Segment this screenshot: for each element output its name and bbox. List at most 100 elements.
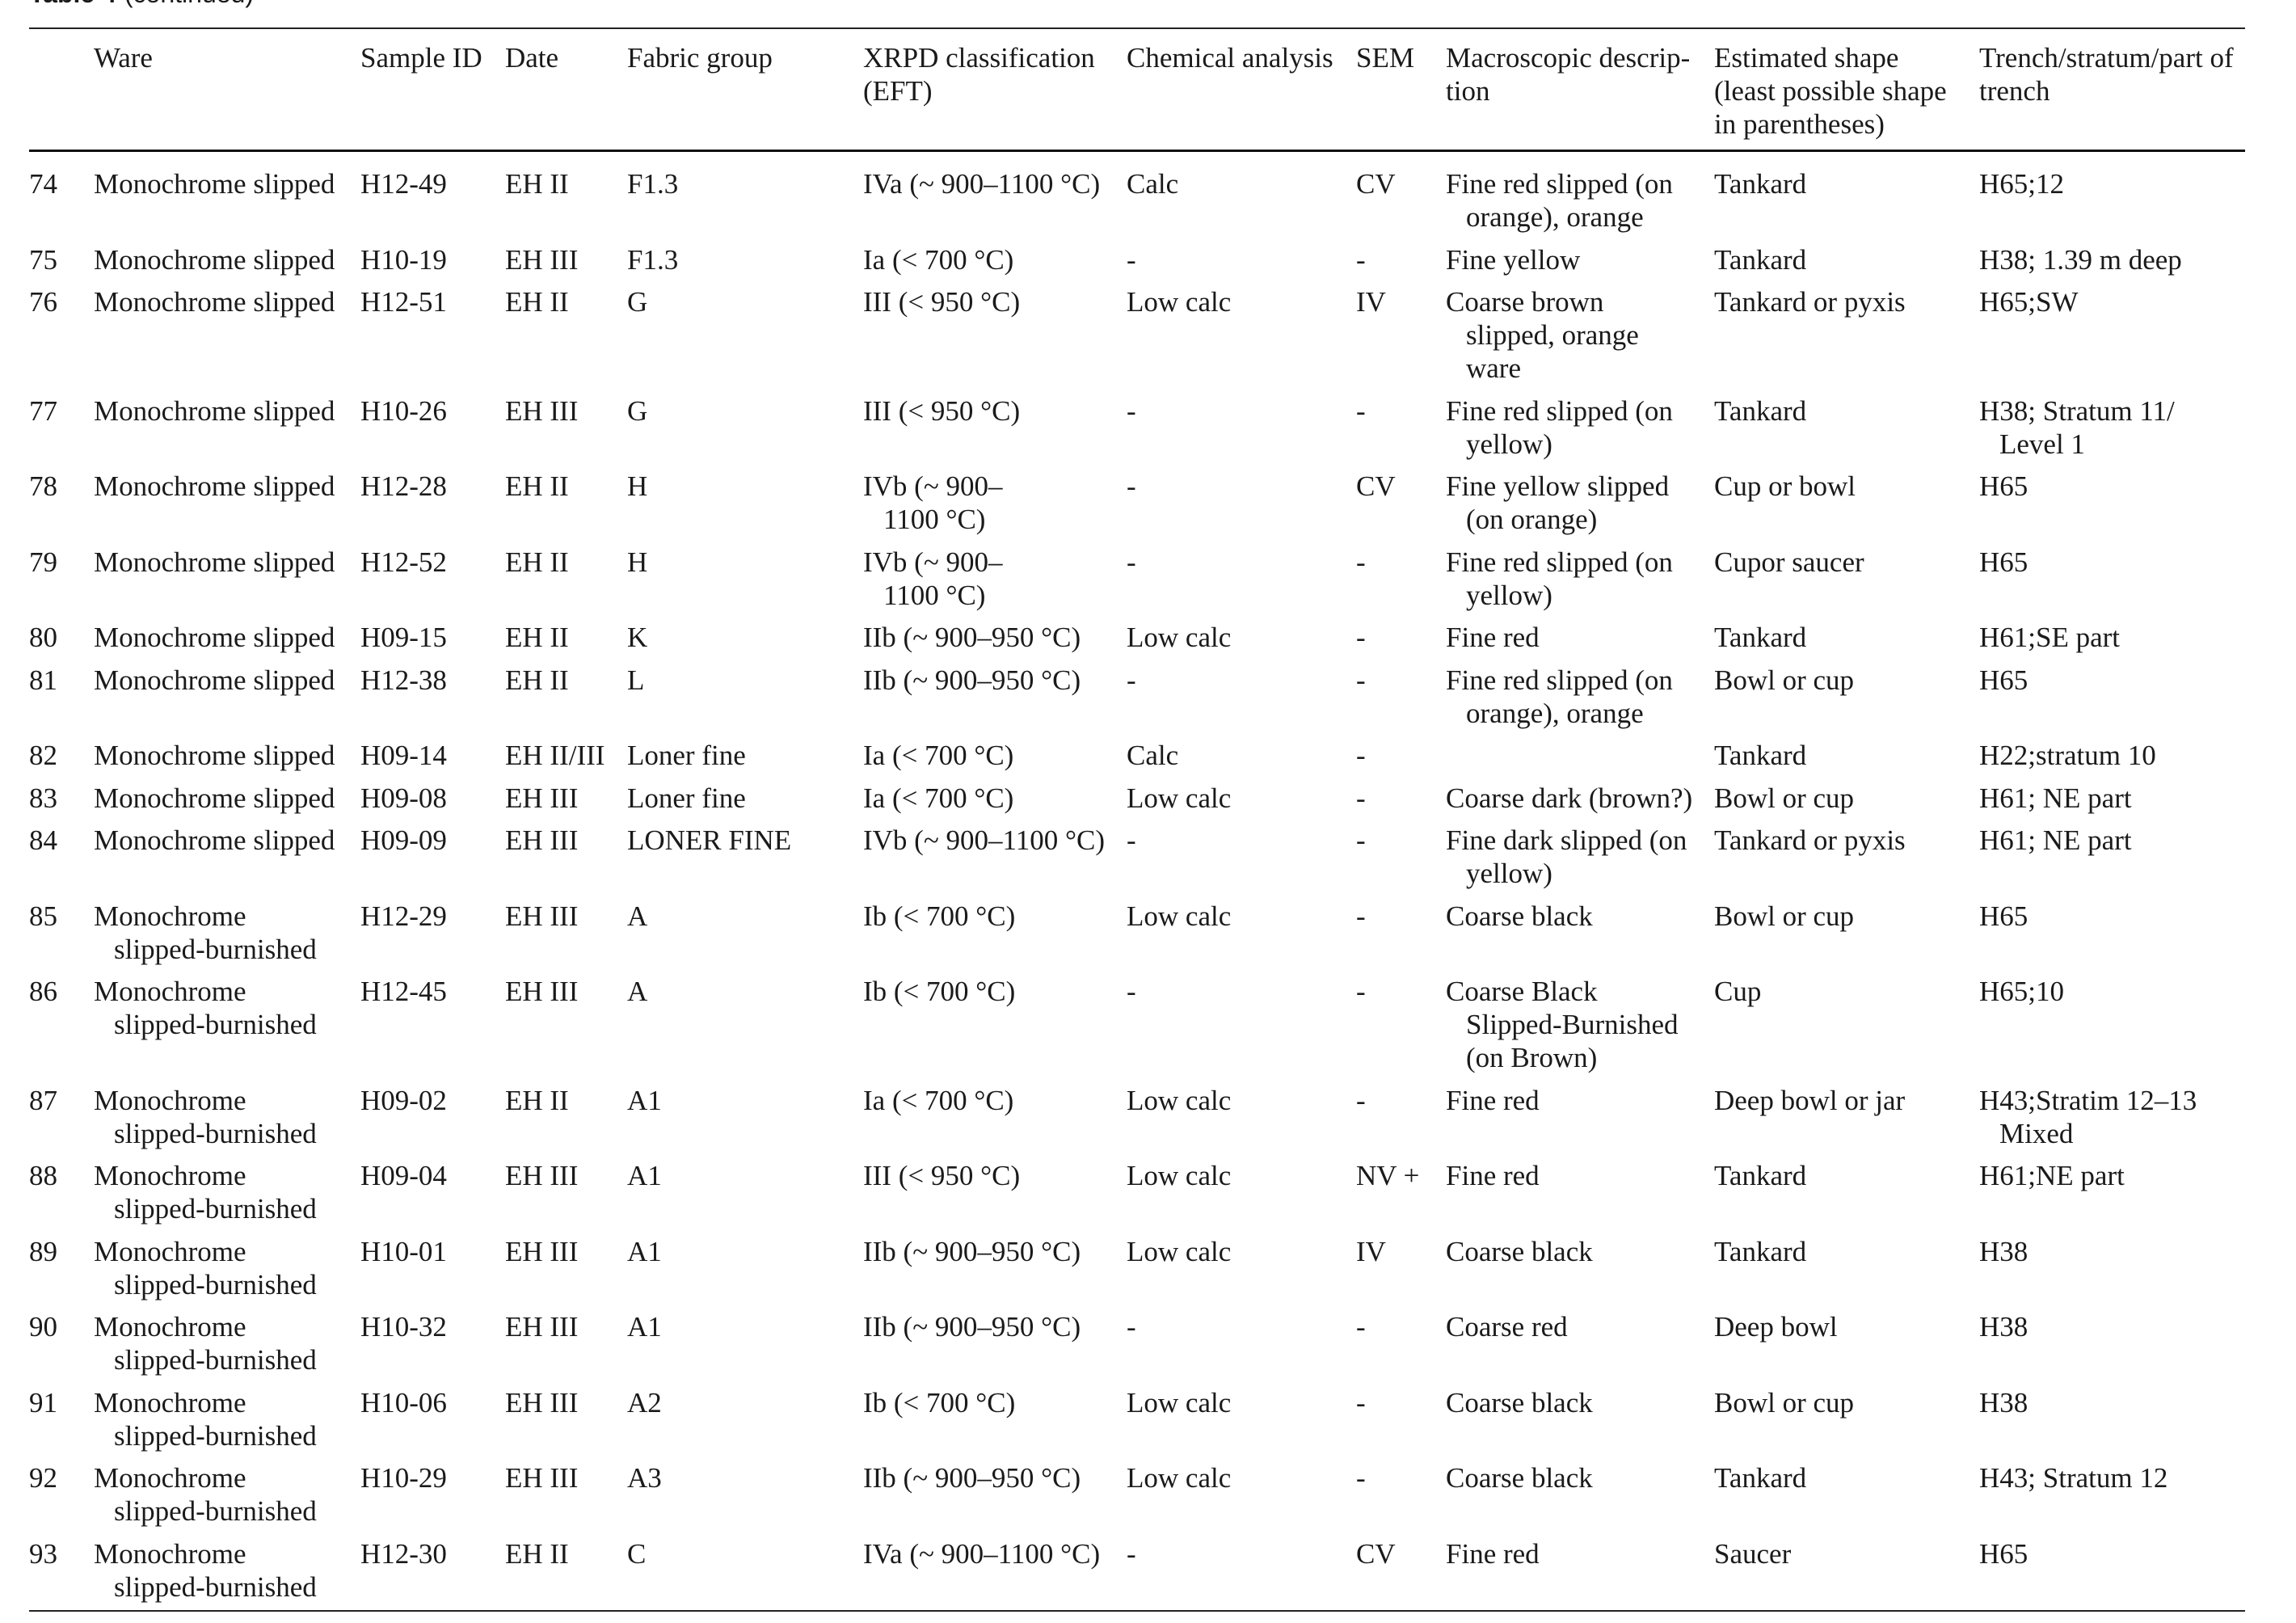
cell-line: Monochrome slipped (94, 740, 335, 771)
table-cell: - (1356, 664, 1446, 740)
cell-line: Coarse Black (1446, 976, 1598, 1007)
cell-line: - (1356, 622, 1366, 653)
table-cell: - (1356, 621, 1446, 664)
cell-line: Fabric group (627, 42, 773, 74)
cell-line: EH III (505, 1311, 579, 1343)
cell-line: Monochrome slipped (94, 470, 335, 502)
cell-line: EH III (505, 976, 579, 1007)
table-cell: Fine red (1446, 1159, 1714, 1235)
cell-line: H38; 1.39 m deep (1979, 243, 2182, 276)
table-cell: Coarse black (1446, 1235, 1714, 1311)
table-cell: H22;stratum 10 (1979, 739, 2245, 782)
cell-line: 76 (29, 286, 57, 318)
cell-line: H22;stratum 10 (1979, 740, 2156, 771)
cell-line: IVb (~ 900– (863, 546, 1003, 578)
cell-line: EH II (505, 1537, 569, 1570)
table-cell: Cupor saucer (1714, 546, 1979, 622)
table-cell: H12-51 (360, 285, 505, 394)
table-cell: - (1356, 1386, 1446, 1462)
cell-line: A2 (627, 1386, 662, 1419)
header-cell: Chemical analysis (1127, 28, 1356, 151)
cell-line: EH III (505, 1160, 579, 1191)
table-cell: IIb (~ 900–950 °C) (863, 1310, 1127, 1386)
table-cell: A1 (627, 1159, 863, 1235)
table-cell: 85 (29, 900, 94, 976)
cell-line: 78 (29, 470, 57, 502)
cell-line: Ia (< 700 °C) (863, 740, 1014, 771)
cell-line: Fine red (1446, 1160, 1540, 1191)
table-cell: A2 (627, 1386, 863, 1462)
cell-line: EH III (505, 1462, 579, 1494)
table-cell: H43;Stratim 12–13 Mixed (1979, 1084, 2245, 1160)
table-cell: 87 (29, 1084, 94, 1160)
table-cell: 89 (29, 1235, 94, 1311)
table-cell: - (1356, 1461, 1446, 1537)
table-cell: G (627, 394, 863, 470)
table-cell: Deep bowl or jar (1714, 1084, 1979, 1160)
table-cell: IVb (~ 900–1100 °C) (863, 470, 1127, 546)
table-cell: H65;12 (1979, 151, 2245, 243)
table-cell: EH II (505, 546, 627, 622)
cell-line: 88 (29, 1160, 57, 1191)
cell-line: H12-30 (360, 1537, 447, 1570)
cell-line: Monochrome (94, 976, 246, 1007)
table-cell: EH III (505, 394, 627, 470)
table-cell: EH III (505, 782, 627, 824)
table-cell: H10-06 (360, 1386, 505, 1462)
cell-line: IIb (~ 900–950 °C) (863, 1235, 1081, 1267)
table-cell: EH II (505, 664, 627, 740)
table-cell: H09-04 (360, 1159, 505, 1235)
header-cell: SEM (1356, 28, 1446, 151)
table-row: 92 Monochrome slipped-burnished H10-29 EH II… (29, 1461, 2245, 1537)
cell-line: Fine red (1446, 622, 1540, 653)
table-cell: - (1127, 1537, 1356, 1611)
table-cell: Low calc (1127, 1235, 1356, 1311)
caption-label: Table 4 (29, 0, 116, 8)
cell-line: H12-51 (360, 286, 447, 318)
header-cell: Trench/stratum/part of trench (1979, 28, 2245, 151)
table-cell: H38 (1979, 1386, 2245, 1462)
table-cell: 90 (29, 1310, 94, 1386)
cell-line: EH II (505, 664, 569, 696)
cell-line: H65;10 (1979, 976, 2064, 1007)
table-cell: Tankard (1714, 394, 1979, 470)
table-cell: H10-01 (360, 1235, 505, 1311)
table-cell: III (< 950 °C) (863, 394, 1127, 470)
cell-line: Low calc (1127, 1084, 1232, 1116)
table-cell: Coarse Black Slipped-Burnished (on Brown) (1446, 975, 1714, 1084)
cell-line: IIb (~ 900–950 °C) (863, 664, 1081, 696)
table-cell: - (1127, 546, 1356, 622)
table-cell: Low calc (1127, 1084, 1356, 1160)
table-cell: EH III (505, 1386, 627, 1462)
cell-line: - (1356, 976, 1366, 1007)
table-cell: - (1356, 1084, 1446, 1160)
cell-line: IIb (~ 900–950 °C) (863, 1462, 1081, 1494)
table-cell: Fine yellow slipped (on orange) (1446, 470, 1714, 546)
table-cell: 88 (29, 1159, 94, 1235)
cell-line: A1 (627, 1084, 662, 1116)
cell-line: Ia (< 700 °C) (863, 1084, 1014, 1116)
cell-line: Low calc (1127, 1462, 1232, 1494)
table-row: 84 Monochrome slipped H09-09 EH III LONER FI… (29, 824, 2245, 900)
table-cell: H09-08 (360, 782, 505, 824)
cell-line: yellow) (1466, 428, 1552, 460)
cell-line: EH II (505, 546, 569, 578)
cell-line: Fine red slipped (on (1446, 664, 1673, 696)
table-cell: Monochrome slipped-burnished (94, 1537, 360, 1611)
cell-line: - (1127, 1537, 1136, 1570)
table-cell: Monochrome slipped (94, 546, 360, 622)
cell-line: Ia (< 700 °C) (863, 782, 1014, 814)
cell-line: - (1356, 740, 1366, 771)
table-cell: Monochrome slipped (94, 739, 360, 782)
table-cell: Monochrome slipped-burnished (94, 1386, 360, 1462)
cell-line: 87 (29, 1084, 57, 1116)
cell-line: yellow) (1466, 858, 1552, 889)
cell-line: Cup (1714, 976, 1762, 1007)
table-cell: H12-45 (360, 975, 505, 1084)
cell-line: H65 (1979, 470, 2028, 502)
table-cell: EH II (505, 621, 627, 664)
table-cell: Fine red (1446, 621, 1714, 664)
cell-line: 79 (29, 546, 57, 578)
table-cell: - (1127, 975, 1356, 1084)
